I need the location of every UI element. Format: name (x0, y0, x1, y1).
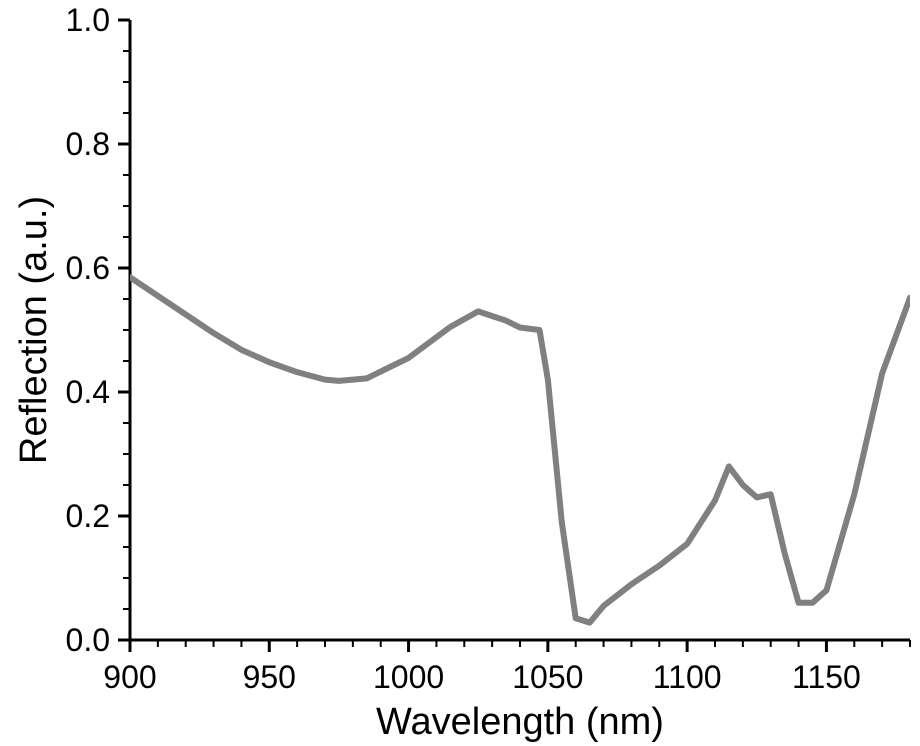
chart-svg: 900 950 1000 1050 1100 1150 0.0 0.2 0.4 0.6 0.8 1.0… (0, 0, 920, 746)
x-tick-label: 1100 (653, 659, 722, 695)
x-tick-label: 1000 (373, 659, 444, 695)
x-axis-title: Wavelength (nm) (376, 701, 664, 743)
x-tick-label: 950 (243, 659, 296, 695)
y-axis-title: Reflection (a.u.) (13, 196, 55, 464)
y-tick-label: 0.4 (66, 374, 110, 410)
x-tick-label: 1050 (512, 659, 583, 695)
y-tick-label: 0.6 (66, 250, 110, 286)
reflection-spectrum-chart: 900 950 1000 1050 1100 1150 0.0 0.2 0.4 0.6 0.8 1.0… (0, 0, 920, 746)
x-tick-label: 1150 (792, 659, 861, 695)
y-tick-label: 0.2 (66, 498, 110, 534)
y-tick-label: 0.8 (66, 126, 110, 162)
x-tick-label: 900 (103, 659, 156, 695)
y-tick-label: 1.0 (66, 2, 110, 38)
y-tick-label: 0.0 (66, 622, 110, 658)
